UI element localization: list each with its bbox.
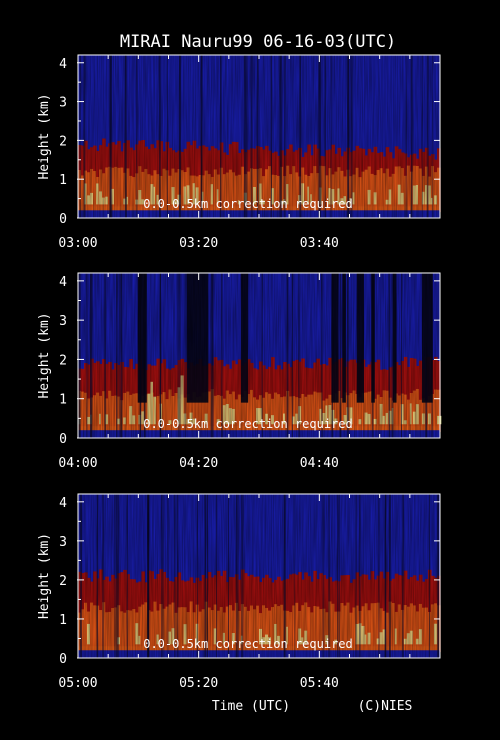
panel-3: 0.0-0.5km correction required 0 1 2 3 4 Height… — [37, 493, 441, 691]
grain-overlay — [78, 273, 440, 438]
correction-note: 0.0-0.5km correction required — [143, 637, 353, 651]
panel-1: 0.0-0.5km correction required 0 1 2 3 4 Height… — [37, 54, 441, 251]
x-tick-label: 05:20 — [179, 676, 218, 691]
x-tick-label: 03:40 — [300, 236, 339, 251]
x-axis-label: Time (UTC) — [212, 699, 290, 714]
x-tick-label: 04:00 — [58, 456, 97, 471]
y-tick-label: 3 — [59, 314, 67, 329]
y-tick-label: 2 — [59, 353, 67, 368]
y-tick-label: 4 — [59, 496, 67, 511]
panels: 0.0-0.5km correction required 0 1 2 3 4 Height… — [37, 54, 442, 691]
y-tick-label: 3 — [59, 96, 67, 111]
y-tick-label: 4 — [59, 57, 67, 72]
grain-overlay — [78, 55, 440, 218]
correction-note: 0.0-0.5km correction required — [143, 417, 353, 431]
y-axis-label: Height (km) — [37, 533, 52, 619]
x-tick-label: 05:00 — [58, 676, 97, 691]
x-tick-label: 03:00 — [58, 236, 97, 251]
y-tick-label: 0 — [59, 212, 67, 227]
y-tick-label: 0 — [59, 432, 67, 447]
y-tick-label: 1 — [59, 393, 67, 408]
y-tick-label: 2 — [59, 134, 67, 149]
x-tick-label: 04:40 — [300, 456, 339, 471]
y-tick-label: 1 — [59, 613, 67, 628]
grain-overlay — [78, 494, 440, 658]
x-tick-label: 04:20 — [179, 456, 218, 471]
y-tick-label: 3 — [59, 535, 67, 550]
panel-2: 0.0-0.5km correction required 0 1 2 3 4 Height… — [37, 272, 442, 471]
x-tick-label: 03:20 — [179, 236, 218, 251]
y-tick-label: 1 — [59, 173, 67, 188]
y-tick-label: 0 — [59, 652, 67, 667]
y-axis-label: Height (km) — [37, 93, 52, 179]
y-tick-label: 4 — [59, 275, 67, 290]
figure-title: MIRAI Nauru99 06-16-03(UTC) — [120, 32, 396, 52]
y-tick-label: 2 — [59, 574, 67, 589]
credit-label: (C)NIES — [358, 699, 413, 714]
x-tick-label: 05:40 — [300, 676, 339, 691]
y-axis-label: Height (km) — [37, 312, 52, 398]
correction-note: 0.0-0.5km correction required — [143, 197, 353, 211]
